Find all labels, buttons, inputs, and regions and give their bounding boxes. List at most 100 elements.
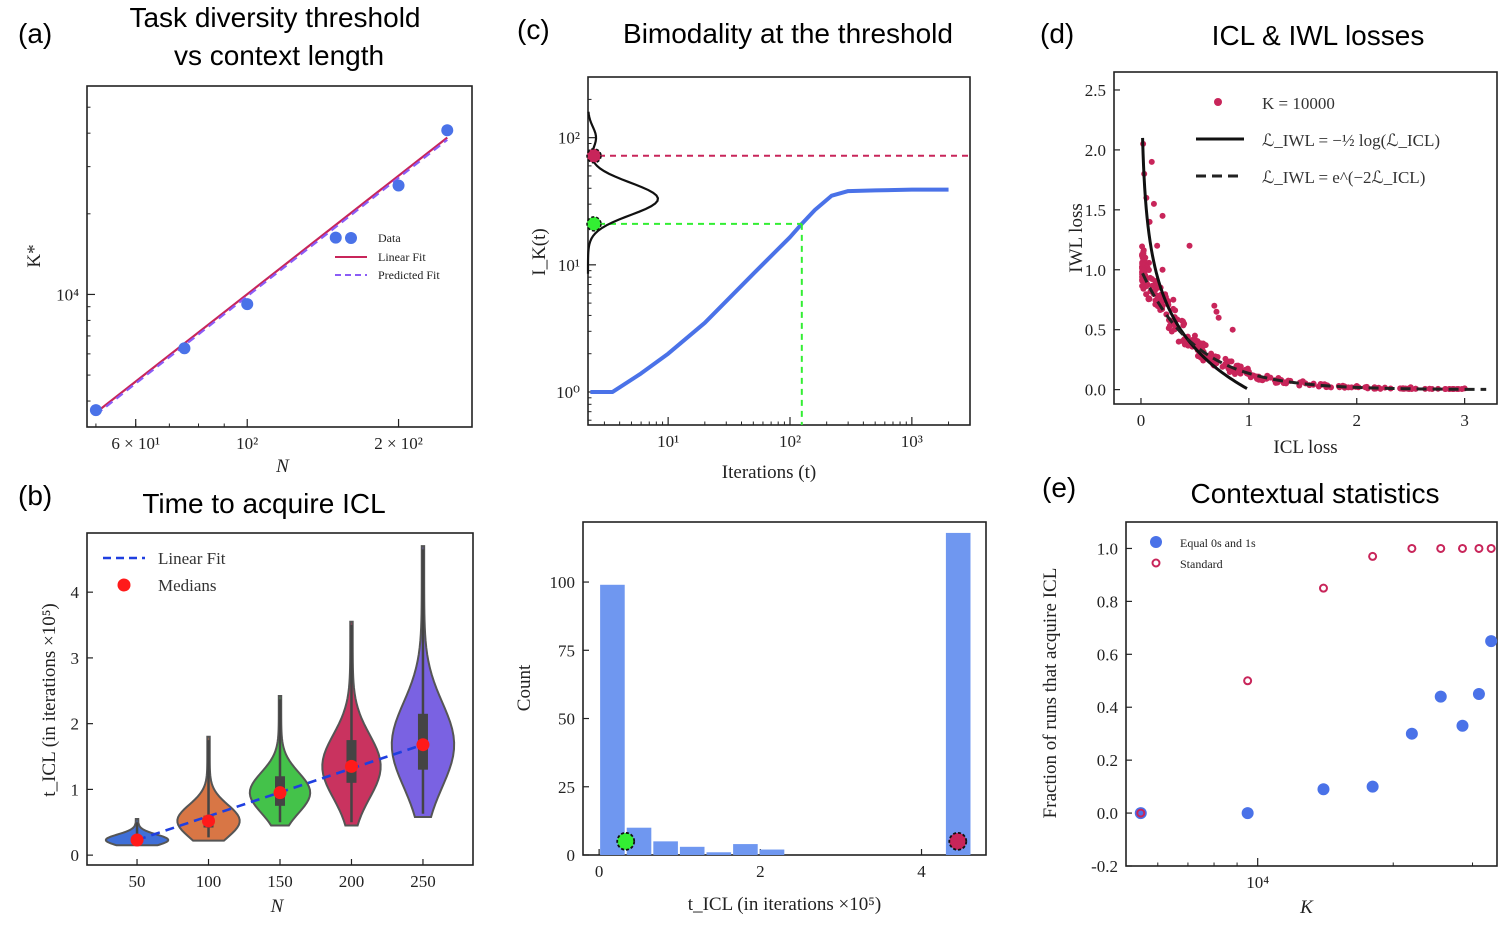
- x-axis-label-e: K: [1299, 897, 1314, 918]
- loss-point: [1299, 378, 1306, 385]
- data-point: [89, 404, 102, 417]
- data-point: [392, 179, 405, 192]
- median-point: [202, 814, 216, 828]
- legend-label-predicted-fit: Predicted Fit: [378, 268, 440, 282]
- y-tick-b-label: 4: [71, 583, 80, 602]
- green-marker: [586, 216, 602, 232]
- loss-point: [1200, 342, 1207, 349]
- x-tick-c2-label: 0: [595, 862, 604, 881]
- y-axis-label-b: t_ICL (in iterations ×10⁵): [39, 603, 60, 796]
- loss-point: [1170, 296, 1177, 303]
- panel-label-b: (b): [18, 480, 52, 511]
- y-tick-c-label: 10¹: [558, 256, 580, 275]
- legend-label-log: ℒ_IWL = −½ log(ℒ_ICL): [1262, 131, 1440, 150]
- ik-curve: [590, 187, 949, 394]
- x-tick-b-label: 250: [410, 872, 436, 891]
- y-tick-c2-label: 25: [558, 778, 575, 797]
- legend-label-k: K = 10000: [1262, 94, 1335, 113]
- median-point: [130, 833, 144, 847]
- y-tick-d-label: 0.0: [1085, 381, 1106, 400]
- loss-point: [1181, 320, 1188, 327]
- x-tick-c-label: 10¹: [657, 432, 679, 451]
- histogram-bar: [600, 584, 625, 855]
- chart-c-histogram: 0 2 4 0 25 50 75 100 t_ICL (in iterations ×10⁵) C…: [514, 521, 987, 915]
- iwl-exp-curve: [1141, 272, 1487, 391]
- histogram-bar: [759, 849, 785, 855]
- loss-point: [1140, 267, 1147, 274]
- y-axis-label-a: K*: [24, 244, 45, 267]
- x-axis-label-a: N: [275, 456, 290, 477]
- loss-point: [1213, 308, 1220, 315]
- x-tick-b-label: 150: [267, 872, 293, 891]
- histogram-marker-crimson: [948, 831, 968, 851]
- median-point: [273, 786, 287, 800]
- y-tick-d-label: 0.5: [1085, 321, 1106, 340]
- x-tick-d-label: 2: [1352, 411, 1361, 430]
- panel-label-e: (e): [1042, 472, 1076, 503]
- loss-point: [1442, 386, 1449, 393]
- loss-point: [1175, 338, 1182, 345]
- y-tick-d-label: 1.5: [1085, 201, 1106, 220]
- loss-point: [1145, 266, 1152, 273]
- equal-0s-1s-point: [1456, 719, 1469, 732]
- loss-point: [1211, 302, 1218, 309]
- loss-point: [1267, 374, 1274, 381]
- loss-point: [1235, 362, 1242, 369]
- y-tick-d-label: 1.0: [1085, 261, 1106, 280]
- legend-marker-standard: [1151, 558, 1161, 568]
- loss-point: [1139, 283, 1146, 290]
- standard-point: [1486, 543, 1496, 553]
- x-tick-a-label: 6 × 10¹: [111, 434, 160, 453]
- axes-frame-c-bottom: [582, 521, 987, 856]
- panel-label-c: (c): [517, 14, 550, 45]
- loss-point: [1208, 350, 1215, 357]
- legend-label-linear-fit-b: Linear Fit: [158, 549, 226, 568]
- y-tick-e-label: 0.2: [1097, 751, 1118, 770]
- legend-label-data: Data: [378, 231, 401, 245]
- equal-0s-1s-point: [1472, 688, 1485, 700]
- median-point: [416, 738, 430, 752]
- y-axis-label-e: Fraction of runs that acquire ICL: [1040, 568, 1061, 819]
- iwl-log-curve: [1141, 137, 1248, 390]
- chart-a-task-diversity: 6 × 10¹ 10² 2 × 10² 10⁴ N K* Data Linear Fit Pre…: [24, 85, 473, 477]
- histogram-bar: [733, 844, 758, 855]
- equal-0s-1s-point: [1317, 783, 1330, 796]
- x-tick-d-label: 1: [1245, 411, 1254, 430]
- standard-point: [1474, 543, 1484, 553]
- x-axis-label-c: Iterations (t): [722, 462, 816, 483]
- y-tick-d-label: 2.0: [1085, 141, 1106, 160]
- loss-point: [1215, 314, 1222, 321]
- legend-marker-medians: [117, 578, 131, 592]
- histogram-bar: [706, 852, 732, 855]
- loss-point: [1222, 355, 1229, 362]
- loss-point: [1363, 383, 1370, 390]
- histogram-bar: [945, 532, 971, 855]
- loss-point: [1159, 212, 1166, 219]
- y-tick-b-label: 0: [71, 846, 80, 865]
- panel-label-d: (d): [1040, 18, 1074, 49]
- x-tick-d-label: 0: [1137, 411, 1146, 430]
- data-point: [329, 231, 342, 244]
- y-tick-e-label: 1.0: [1097, 539, 1118, 558]
- x-tick-b-label: 50: [129, 872, 146, 891]
- red-marker: [586, 148, 602, 164]
- y-tick-b-label: 2: [71, 715, 80, 734]
- loss-point: [1149, 275, 1156, 282]
- x-tick-b-label: 100: [196, 872, 222, 891]
- x-axis-label-b: N: [270, 896, 285, 917]
- axes-frame-e: [1125, 521, 1498, 867]
- loss-point: [1345, 384, 1352, 391]
- y-tick-a-label: 10⁴: [56, 285, 79, 304]
- linear-fit-line: [95, 136, 448, 414]
- loss-point: [1148, 158, 1155, 165]
- standard-point: [1318, 583, 1328, 593]
- panel-d-title: ICL & IWL losses: [1212, 20, 1425, 51]
- x-tick-a-label: 2 × 10²: [374, 434, 423, 453]
- loss-point: [1150, 200, 1157, 207]
- standard-point: [1136, 808, 1146, 818]
- legend-label-equal: Equal 0s and 1s: [1180, 536, 1256, 550]
- panel-c-title: Bimodality at the threshold: [623, 18, 953, 49]
- legend-label-exp: ℒ_IWL = e^(−2ℒ_ICL): [1262, 168, 1425, 187]
- x-tick-c-label: 10³: [901, 432, 923, 451]
